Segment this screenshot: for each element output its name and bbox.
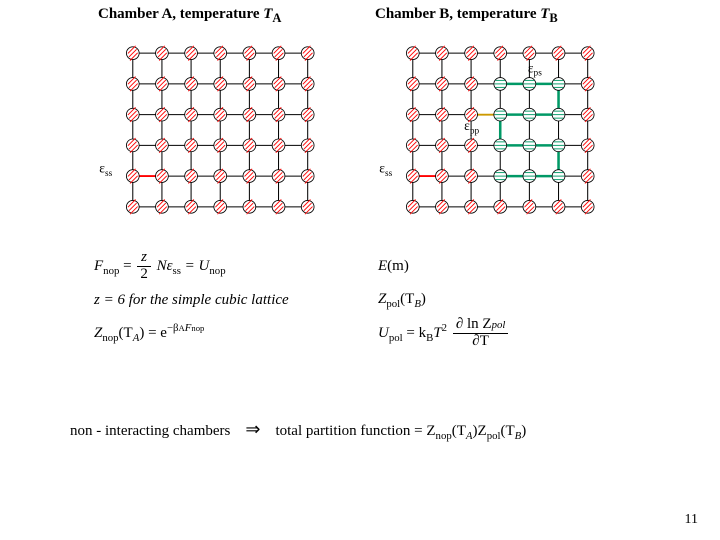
svg-text:εss: εss <box>379 160 392 178</box>
chamber-a-title-sub: A <box>272 11 281 25</box>
chamber-b-title-text: Chamber B, temperature <box>375 6 540 22</box>
chamber-b-title: Chamber B, temperature TB <box>375 6 558 26</box>
chamber-b-diagram: εpsεppεss <box>375 30 600 230</box>
chamber-b-title-sub: B <box>549 11 557 25</box>
page-number: 11 <box>685 512 698 528</box>
chamber-a-title-text: Chamber A, temperature <box>98 6 263 22</box>
svg-text:εss: εss <box>99 160 112 178</box>
chamber-a-diagram: εss <box>95 30 320 230</box>
svg-text:εps: εps <box>528 60 542 78</box>
chamber-a-title: Chamber A, temperature TA <box>98 6 281 26</box>
equations-right: E(m) Zpol(TB) Upol = kBT2 ∂ ln Zpol∂T <box>378 250 510 351</box>
implication-line: non - interacting chambers ⇒ total parti… <box>70 420 670 442</box>
equations-left: Fnop = z2 Nεss = Unop z = 6 for the simp… <box>94 250 289 351</box>
